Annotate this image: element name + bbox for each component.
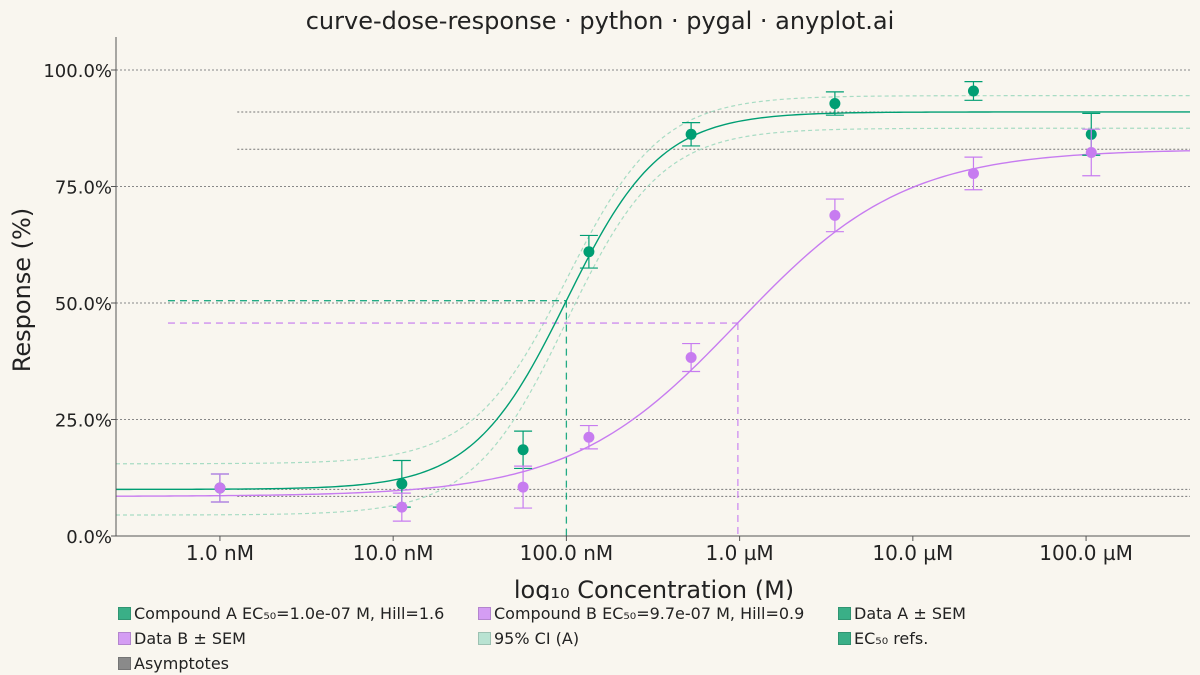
data-point-B (829, 209, 841, 221)
data-point-A (396, 478, 408, 490)
legend-label: Data B ± SEM (134, 628, 246, 648)
chart-title: curve-dose-response · python · pygal · a… (306, 7, 895, 35)
data-point-B (583, 431, 595, 443)
legend-label: Compound A EC₅₀=1.0e-07 M, Hill=1.6 (134, 603, 445, 623)
legend-swatch (118, 656, 131, 670)
legend-item: Asymptotes (118, 652, 478, 674)
ci-lower-bound (116, 127, 1190, 516)
fitted-curve-A (116, 111, 1190, 491)
legend: Compound A EC₅₀=1.0e-07 M, Hill=1.6 Compo… (118, 602, 1178, 674)
data-point-B (396, 501, 408, 513)
legend-swatch (478, 631, 491, 645)
x-axis-title: log₁₀ Concentration (M) (514, 576, 794, 600)
data-point-A (685, 128, 697, 140)
data-point-B (967, 167, 979, 179)
legend-label: Compound B EC₅₀=9.7e-07 M, Hill=0.9 (494, 603, 805, 623)
dose-response-chart: curve-dose-response · python · pygal · a… (8, 7, 1191, 600)
y-tick-label: 100.0% (43, 61, 112, 82)
y-axis-title: Response (%) (8, 208, 36, 372)
y-tick-label: 75.0% (55, 178, 112, 199)
data-point-A (583, 246, 595, 258)
data-point-B (517, 481, 529, 493)
legend-swatch (118, 631, 131, 645)
y-tick-label: 0.0% (66, 527, 112, 548)
legend-label: Data A ± SEM (854, 603, 966, 623)
fitted-curve-B (115, 150, 1191, 497)
legend-item: Compound A EC₅₀=1.0e-07 M, Hill=1.6 (118, 602, 478, 624)
ci-upper-bound (116, 95, 1190, 465)
data-point-B (685, 352, 697, 364)
legend-swatch (838, 631, 851, 645)
data-point-A (829, 98, 841, 110)
data-point-B (1085, 146, 1097, 158)
legend-item: Compound B EC₅₀=9.7e-07 M, Hill=0.9 (478, 602, 838, 624)
data-point-A (517, 444, 529, 456)
fitted-curve-layer (115, 111, 1191, 497)
y-tick-label: 50.0% (55, 294, 112, 315)
legend-item: 95% CI (A) (478, 627, 838, 649)
legend-swatch (478, 606, 491, 620)
legend-label: 95% CI (A) (494, 628, 580, 648)
grid-layer (116, 69, 1190, 537)
x-tick-label: 1.0 µM (706, 541, 774, 565)
legend-label: Asymptotes (134, 653, 230, 673)
axis-layer: 0.0% 25.0% 50.0% 75.0% 100.0% 1.0 nM 10.0 nM 10… (43, 37, 1190, 565)
x-tick-label: 100.0 µM (1039, 541, 1133, 565)
ci-band-layer (116, 95, 1190, 516)
legend-label: EC₅₀ refs. (854, 628, 929, 648)
x-tick-label: 100.0 nM (520, 541, 614, 565)
y-tick-label: 25.0% (55, 411, 112, 432)
legend-swatch (838, 606, 851, 620)
data-point-A (967, 85, 979, 97)
x-tick-label: 1.0 nM (186, 541, 254, 565)
legend-item: Data A ± SEM (838, 602, 1178, 624)
x-tick-label: 10.0 nM (353, 541, 434, 565)
data-point-layer (210, 81, 1101, 522)
data-point-B (214, 482, 226, 494)
legend-item: EC₅₀ refs. (838, 627, 1178, 649)
legend-swatch (118, 606, 131, 620)
x-tick-label: 10.0 µM (872, 541, 953, 565)
ec50-reference-layer (167, 300, 739, 536)
legend-item: Data B ± SEM (118, 627, 478, 649)
